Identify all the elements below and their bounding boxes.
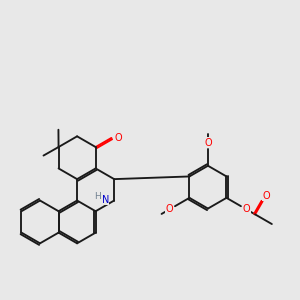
Text: H: H <box>94 192 101 201</box>
Text: O: O <box>114 133 122 143</box>
Text: O: O <box>166 205 173 214</box>
Text: N: N <box>102 195 109 205</box>
Text: O: O <box>204 137 212 148</box>
Text: O: O <box>262 191 270 201</box>
Text: O: O <box>243 205 250 214</box>
